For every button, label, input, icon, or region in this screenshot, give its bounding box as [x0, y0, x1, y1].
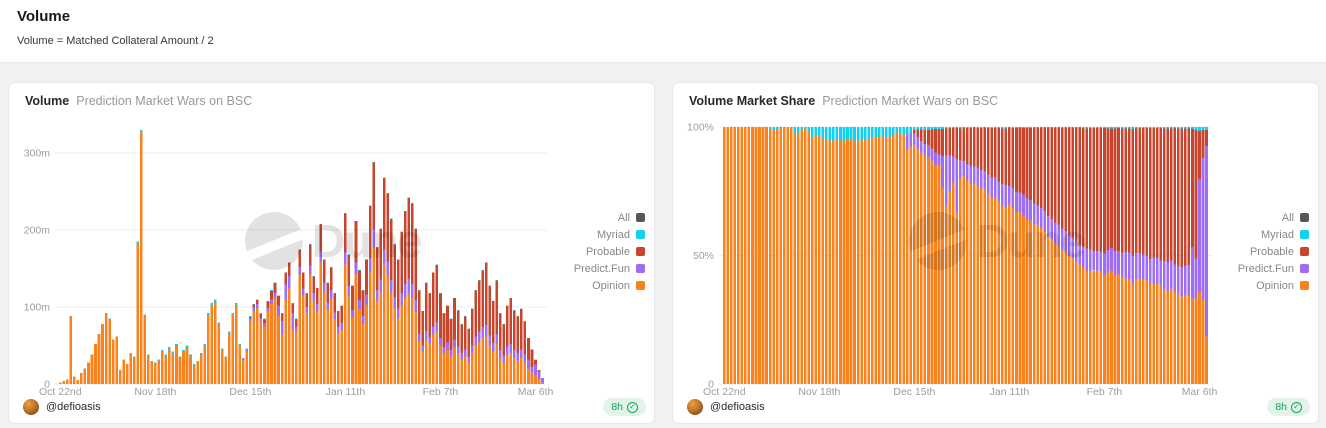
legend-swatch [636, 213, 645, 222]
x-axis-label: Feb 7th [1087, 386, 1123, 398]
chart-title: Volume Prediction Market Wars on BSC [25, 94, 252, 108]
page-subtitle: Volume = Matched Collateral Amount / 2 [17, 35, 214, 47]
chart-title-sub: Prediction Market Wars on BSC [76, 94, 253, 108]
y-axis-label: 50% [693, 250, 714, 262]
series-predict-fun[interactable] [242, 230, 544, 383]
legend-swatch [1300, 264, 1309, 273]
legend-item-all[interactable]: All [1238, 209, 1309, 226]
legend-swatch [1300, 213, 1309, 222]
legend-label: Probable [585, 245, 630, 258]
legend-label: Probable [1249, 245, 1294, 258]
author-link[interactable]: @defioasis [687, 399, 765, 415]
check-icon: ✓ [627, 401, 638, 413]
x-axis-label: Jan 11th [326, 386, 366, 398]
legend-item-all[interactable]: All [574, 209, 645, 226]
legend-swatch [1300, 247, 1309, 256]
author-link[interactable]: @defioasis [23, 399, 101, 415]
x-axis-label: Mar 6th [518, 386, 554, 398]
chart-title-main: Volume [25, 94, 70, 108]
y-axis-label: 200m [24, 225, 51, 237]
y-axis-label: 100% [687, 122, 714, 134]
legend-label: Predict.Fun [573, 262, 630, 275]
x-axis-label: Dec 15th [893, 386, 935, 398]
last-updated-badge[interactable]: 8h ✓ [603, 398, 646, 416]
chart-legend: All Myriad Probable Predict.Fun Opinion [1238, 209, 1309, 294]
legend-item-predict-fun[interactable]: Predict.Fun [574, 260, 645, 277]
x-axis-label: Nov 18th [798, 386, 840, 398]
legend-label: Opinion [592, 279, 630, 292]
series-myriad[interactable] [768, 127, 1208, 142]
y-axis-label: 300m [24, 148, 51, 160]
series-probable[interactable] [249, 162, 544, 379]
legend-item-myriad[interactable]: Myriad [574, 226, 645, 243]
volume-chart-card: Volume Prediction Market Wars on BSC 300m… [8, 82, 655, 424]
author-avatar[interactable] [687, 399, 703, 415]
legend-item-probable[interactable]: Probable [574, 243, 645, 260]
last-updated-text: 8h [1275, 401, 1287, 413]
author-avatar[interactable] [23, 399, 39, 415]
legend-swatch [636, 230, 645, 239]
series-myriad[interactable] [104, 129, 544, 378]
legend-item-opinion[interactable]: Opinion [1238, 277, 1309, 294]
x-axis-label: Oct 22nd [39, 386, 82, 398]
x-axis-label: Dec 15th [229, 386, 271, 398]
x-axis-label: Feb 7th [423, 386, 459, 398]
last-updated-badge[interactable]: 8h ✓ [1267, 398, 1310, 416]
legend-swatch [636, 281, 645, 290]
last-updated-text: 8h [611, 401, 623, 413]
x-axis-label: Nov 18th [134, 386, 176, 398]
chart-title-sub: Prediction Market Wars on BSC [822, 94, 999, 108]
page-title: Volume [17, 8, 71, 25]
legend-label: All [1281, 211, 1294, 224]
legend-label: Myriad [596, 228, 630, 241]
market-share-chart-card: Volume Market Share Prediction Market War… [672, 82, 1319, 424]
legend-label: All [617, 211, 630, 224]
legend-swatch [1300, 281, 1309, 290]
legend-item-opinion[interactable]: Opinion [574, 277, 645, 294]
x-axis-label: Jan 11th [990, 386, 1030, 398]
y-axis-label: 0 [708, 379, 714, 391]
series-opinion[interactable] [59, 131, 544, 385]
legend-label: Myriad [1260, 228, 1294, 241]
chart-title-main: Volume Market Share [689, 94, 816, 108]
author-handle: @defioasis [46, 401, 101, 413]
legend-swatch [636, 247, 645, 256]
check-icon: ✓ [1291, 401, 1302, 413]
legend-swatch [636, 264, 645, 273]
page-header: Volume Volume = Matched Collateral Amoun… [0, 0, 1326, 63]
legend-item-predict-fun[interactable]: Predict.Fun [1238, 260, 1309, 277]
chart-legend: All Myriad Probable Predict.Fun Opinion [574, 209, 645, 294]
series-probable[interactable] [913, 127, 1208, 268]
legend-label: Predict.Fun [1237, 262, 1294, 275]
series-predict-fun[interactable] [906, 132, 1208, 337]
card-footer: @defioasis 8h ✓ [687, 396, 1310, 418]
series-opinion[interactable] [723, 127, 1208, 385]
y-axis-label: 0 [44, 379, 50, 391]
legend-swatch [1300, 230, 1309, 239]
author-handle: @defioasis [710, 401, 765, 413]
y-axis-label: 100m [24, 302, 51, 314]
chart-title: Volume Market Share Prediction Market War… [689, 94, 998, 108]
legend-item-probable[interactable]: Probable [1238, 243, 1309, 260]
x-axis-label: Oct 22nd [703, 386, 746, 398]
legend-label: Opinion [1256, 279, 1294, 292]
x-axis-label: Mar 6th [1182, 386, 1218, 398]
card-footer: @defioasis 8h ✓ [23, 396, 646, 418]
legend-item-myriad[interactable]: Myriad [1238, 226, 1309, 243]
